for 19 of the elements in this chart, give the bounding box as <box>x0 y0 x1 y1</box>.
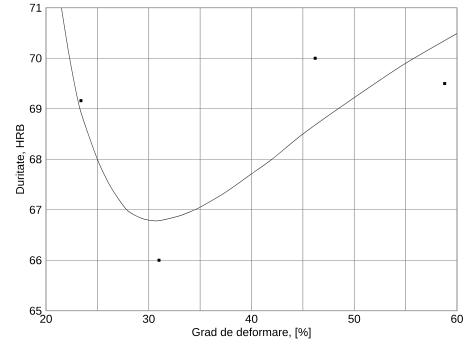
point <box>158 258 161 262</box>
x-tick-label: 60 <box>451 314 463 323</box>
x-axis-title: Grad de deformare, [%] <box>192 328 311 339</box>
y-axis-title: Duritate, HRB <box>16 124 26 194</box>
x-tick-label: 40 <box>245 314 258 323</box>
x-tick-label: 30 <box>142 314 155 323</box>
y-tick-label: 71 <box>30 4 42 12</box>
y-tick-label: 65 <box>30 306 42 315</box>
point <box>443 82 446 86</box>
x-tick-label: 50 <box>348 314 360 323</box>
y-tick-label: 66 <box>30 256 42 264</box>
point <box>79 99 82 102</box>
y-tick-label: 70 <box>30 54 42 62</box>
line-series <box>61 8 457 222</box>
x-tick-label: 20 <box>40 314 52 323</box>
y-tick-label: 68 <box>30 155 42 164</box>
y-tick-label: 69 <box>30 104 42 113</box>
y-tick-label: 67 <box>30 206 42 214</box>
point <box>314 56 317 60</box>
